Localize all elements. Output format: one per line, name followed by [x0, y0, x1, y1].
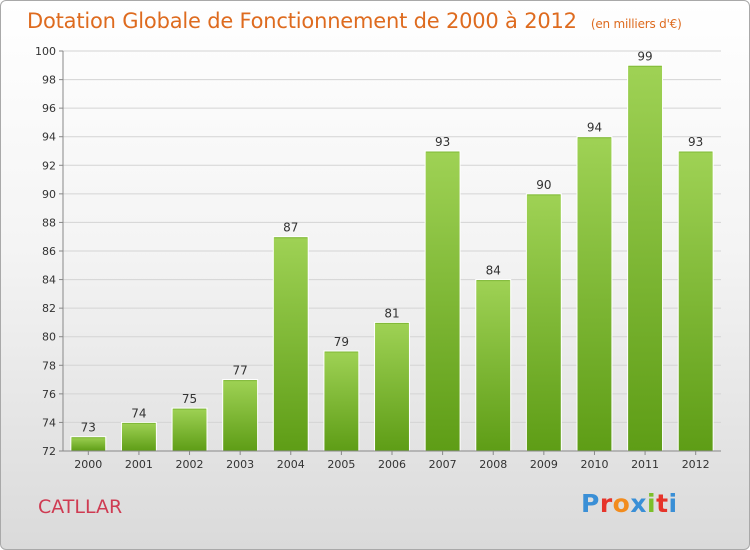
bar-value-label: 93 — [688, 135, 703, 149]
bar — [525, 193, 562, 452]
logo-letter: x — [630, 489, 647, 518]
bar — [70, 436, 107, 452]
bar-value-label: 99 — [637, 49, 652, 63]
logo-letter: P — [581, 489, 600, 518]
bar — [374, 321, 410, 452]
y-tick-label: 92 — [42, 159, 56, 172]
x-tick-label: 2012 — [682, 458, 710, 471]
chart-title-text: Dotation Globale de Fonctionnement de 20… — [27, 9, 577, 33]
logo-letter: i — [668, 489, 678, 518]
y-tick-label: 76 — [42, 388, 56, 401]
x-tick-label: 2004 — [277, 458, 305, 471]
axes — [59, 50, 721, 455]
logo-letter: r — [599, 489, 613, 518]
bar-value-label: 74 — [131, 406, 146, 420]
logo-letter: t — [656, 489, 669, 518]
bar-value-label: 75 — [182, 392, 197, 406]
bar — [475, 279, 512, 452]
bars — [70, 64, 714, 452]
x-tick-label: 2000 — [74, 458, 102, 471]
bar-value-label: 90 — [536, 178, 551, 192]
bar — [323, 350, 360, 452]
commune-name: CATLLAR — [38, 496, 123, 518]
y-tick-label: 74 — [42, 416, 56, 429]
bar-value-label: 94 — [587, 121, 602, 135]
y-tick-label: 80 — [42, 331, 56, 344]
y-tick-label: 82 — [42, 302, 56, 315]
x-tick-label: 2001 — [125, 458, 153, 471]
y-tick-label: 90 — [42, 188, 56, 201]
y-tick-label: 72 — [42, 445, 56, 458]
x-tick-label: 2005 — [327, 458, 355, 471]
bar-value-label: 84 — [486, 264, 501, 278]
y-tick-label: 78 — [42, 359, 56, 372]
y-tick-label: 96 — [42, 102, 56, 115]
y-tick-label: 100 — [35, 45, 56, 58]
y-tick-label: 94 — [42, 131, 56, 144]
y-tick-label: 86 — [42, 245, 56, 258]
logo-letter: i — [647, 489, 657, 518]
bar — [171, 407, 208, 452]
x-tick-label: 2007 — [429, 458, 457, 471]
y-tick-label: 88 — [42, 216, 56, 229]
bar — [120, 421, 157, 452]
chart-title: Dotation Globale de Fonctionnement de 20… — [27, 9, 682, 33]
bar — [222, 379, 259, 452]
x-tick-label: 2002 — [176, 458, 204, 471]
x-tick-label: 2008 — [479, 458, 507, 471]
bar-value-label: 73 — [81, 421, 96, 435]
bar — [272, 236, 309, 452]
bar-value-label: 79 — [334, 335, 349, 349]
bar-value-label: 81 — [384, 306, 399, 320]
x-tick-label: 2010 — [580, 458, 608, 471]
logo-letter: o — [612, 489, 631, 518]
bar — [576, 136, 613, 452]
x-tick-label: 2003 — [226, 458, 254, 471]
labels: 72 74 76 78 80 82 84 86 88 90 92 94 96 98 100 73 2000 74 2… — [35, 45, 710, 471]
y-tick-label: 98 — [42, 74, 56, 87]
x-tick-label: 2011 — [631, 458, 659, 471]
chart-subtitle: (en milliers d'€) — [590, 17, 682, 31]
bar — [677, 150, 714, 452]
y-tick-label: 84 — [42, 274, 56, 287]
x-tick-label: 2009 — [530, 458, 558, 471]
x-tick-label: 2006 — [378, 458, 406, 471]
bar-value-label: 93 — [435, 135, 450, 149]
proxiti-logo: Proxiti — [581, 489, 678, 518]
bar — [424, 150, 461, 452]
bar — [627, 64, 664, 452]
bar-value-label: 77 — [233, 364, 248, 378]
bar-value-label: 87 — [283, 221, 298, 235]
